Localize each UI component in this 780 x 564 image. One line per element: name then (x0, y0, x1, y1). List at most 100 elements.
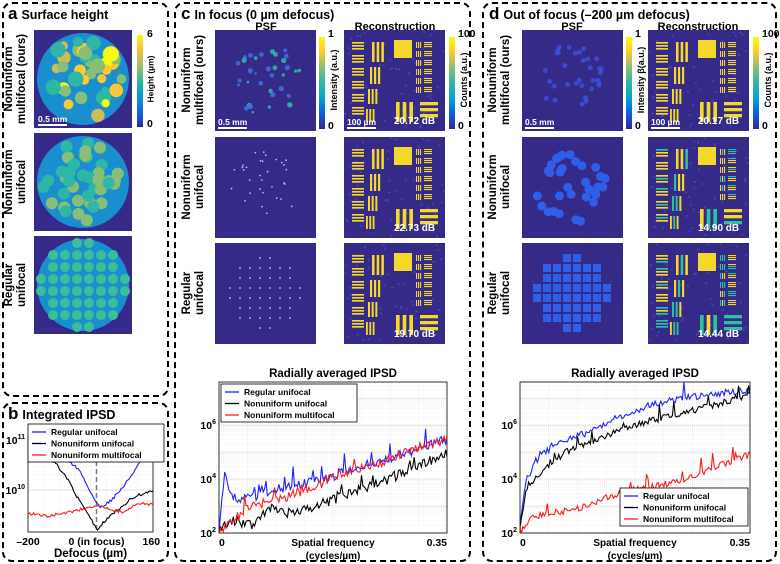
target-bar (656, 188, 668, 190)
noise (689, 204, 692, 207)
chart-title: Radially averaged IPSD (571, 368, 699, 380)
noise (405, 211, 408, 214)
lenslet (63, 175, 76, 188)
noise (344, 264, 347, 267)
noise (441, 184, 444, 187)
noise (656, 39, 659, 42)
noise (654, 225, 657, 228)
target-bar (424, 264, 432, 266)
target-bar (352, 258, 364, 260)
target-bar (352, 55, 364, 57)
target-bar (420, 185, 422, 191)
target-bar (656, 287, 668, 289)
colorbar-max: 100 (762, 28, 780, 40)
lenslet (102, 176, 115, 189)
target-bar (375, 302, 378, 317)
target-bar (372, 216, 375, 229)
noise (437, 248, 440, 251)
lenslet (48, 310, 58, 320)
noise (344, 112, 347, 115)
noise (726, 313, 729, 316)
target-bar (352, 84, 364, 86)
target-bar (724, 327, 742, 331)
legend-entry: Nonuniform unifocal (51, 439, 134, 449)
target-bar (366, 322, 368, 335)
psf-spot (289, 307, 291, 309)
target-bar (679, 196, 682, 211)
lenslet (84, 310, 94, 320)
psf-spot (294, 69, 298, 73)
noise (347, 47, 350, 50)
psf-spot (261, 191, 264, 194)
lenslet (108, 298, 118, 308)
noise (710, 303, 713, 306)
target-bar (722, 167, 724, 173)
target-bar (656, 152, 668, 154)
target-bar (656, 297, 668, 299)
psf-spot (543, 294, 551, 302)
target-bar (424, 89, 432, 91)
target-bar (376, 255, 380, 275)
noise (393, 115, 396, 118)
target-bar (724, 78, 726, 84)
noise (704, 206, 707, 209)
psf-spot (289, 267, 291, 269)
target-bar (424, 180, 432, 182)
panel-c-frame (174, 2, 471, 562)
lenslet (37, 180, 50, 193)
panel-a-frame (2, 2, 169, 397)
target-bar (724, 176, 726, 182)
target-bar (424, 162, 432, 164)
noise (655, 243, 658, 246)
target-bar (656, 323, 668, 325)
noise (674, 194, 677, 197)
target-bar (424, 178, 432, 180)
noise (687, 90, 690, 93)
target-bar (670, 109, 672, 122)
noise (348, 193, 351, 196)
target-bar (728, 171, 736, 173)
lenslet (36, 274, 46, 284)
noise (685, 191, 688, 194)
target-bar (722, 273, 724, 279)
lenslet (48, 274, 58, 284)
target-bar (720, 300, 722, 306)
lenslet (102, 46, 119, 62)
target-bar (418, 69, 420, 75)
psf-spot (603, 294, 611, 302)
target-bar (352, 107, 364, 109)
noise (435, 244, 438, 247)
psf-spot (239, 317, 241, 319)
target-bar (676, 109, 679, 122)
noise (656, 334, 659, 337)
psf-spot (573, 274, 581, 282)
psf-spot (279, 297, 281, 299)
target-bar (656, 107, 668, 109)
psf-spot (283, 48, 288, 53)
psf-spot (281, 73, 285, 77)
target-bar (416, 69, 418, 75)
target-bar (728, 302, 736, 304)
target-bar (720, 158, 722, 164)
psf-spot (269, 327, 271, 329)
legend-entry: Nonuniform unifocal (244, 399, 327, 409)
x-tick-label: 0 (219, 537, 225, 549)
target-bar (424, 64, 432, 66)
noise (671, 216, 674, 219)
target-bar (416, 51, 418, 57)
psf-spot (239, 297, 241, 299)
target-bar (728, 87, 736, 89)
noise (364, 85, 367, 88)
psf-spot (279, 287, 281, 289)
panel-b-title: b Integrated IPSD (8, 404, 116, 423)
target-bar (352, 204, 364, 206)
target-bar (424, 293, 432, 295)
noise (652, 315, 655, 318)
reconstruction-image (344, 243, 445, 344)
psf-spot (248, 52, 253, 58)
target-bar (424, 55, 432, 57)
target-bar (420, 264, 422, 270)
target-bar (673, 109, 676, 122)
psnr-value: 22.73 dB (394, 223, 436, 234)
noise (722, 308, 725, 311)
